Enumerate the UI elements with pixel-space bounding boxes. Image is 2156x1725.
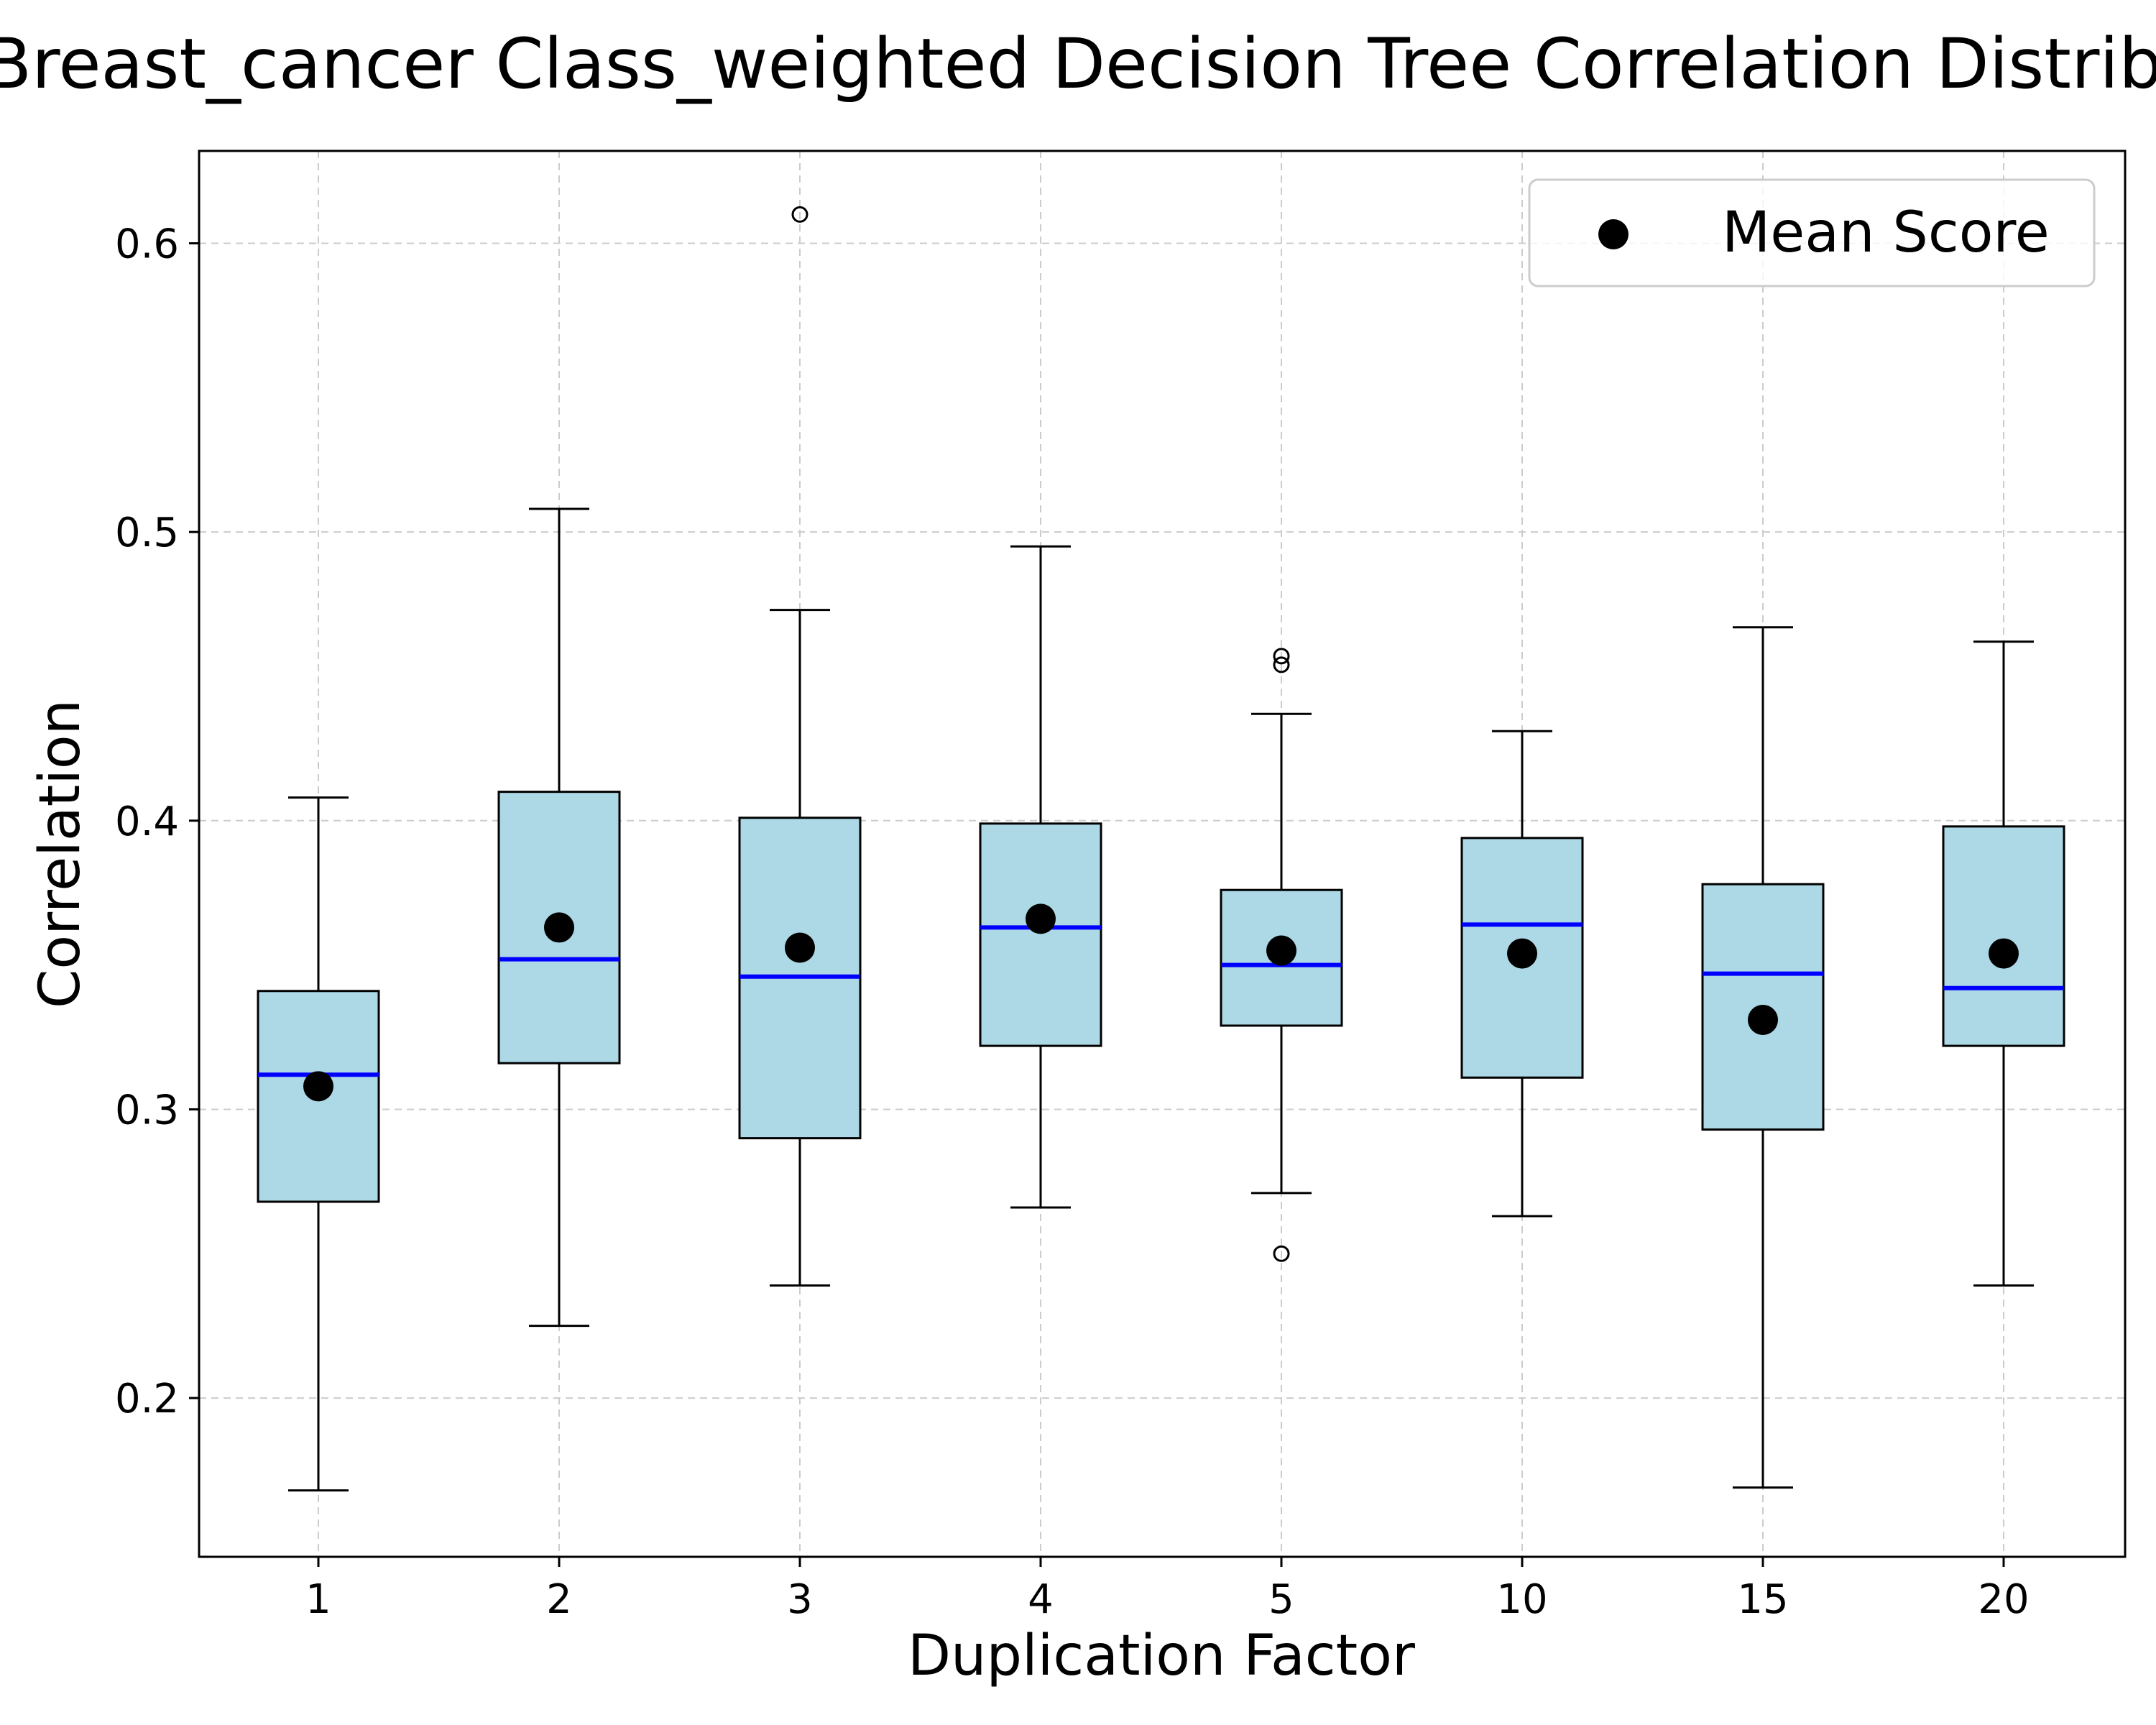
legend-entry-mean-score: Mean Score: [1722, 201, 2050, 265]
mean-point: [1507, 938, 1537, 969]
x-tick-label: 5: [1268, 1576, 1294, 1623]
box-15: [1701, 626, 1825, 1489]
y-tick-label: 0.5: [115, 510, 179, 556]
x-tick-label: 4: [1028, 1576, 1054, 1623]
iqr-box: [1942, 825, 2065, 1047]
box-10: [1460, 730, 1584, 1218]
y-tick-label: 0.2: [115, 1376, 179, 1422]
x-tick-label: 3: [787, 1576, 813, 1623]
legend-frame: [1528, 178, 2096, 288]
iqr-box: [979, 822, 1102, 1047]
mean-point: [785, 932, 815, 963]
box-series: [257, 206, 2065, 1492]
outlier-point: [1273, 648, 1290, 665]
outlier-point: [1273, 656, 1290, 673]
box-4: [979, 545, 1102, 1209]
y-axis-label: Correlation: [28, 699, 93, 1008]
y-tick-label: 0.6: [115, 221, 179, 268]
box-20: [1942, 640, 2065, 1287]
x-tick-label: 1: [305, 1576, 331, 1623]
mean-point: [1026, 903, 1056, 934]
mean-point: [1748, 1004, 1778, 1035]
box-2: [497, 507, 621, 1328]
outlier-point: [791, 206, 808, 223]
x-tick-label: 2: [546, 1576, 572, 1623]
y-tick-label: 0.4: [115, 799, 179, 845]
mean-point: [544, 912, 574, 943]
box-1: [257, 796, 380, 1492]
x-tick-label: 20: [1978, 1576, 2029, 1623]
axis-ticks: 0.2 0.3 0.4 0.5 0.6 1 2 3 4 5 10 15 20: [115, 221, 2030, 1623]
x-tick-label: 15: [1737, 1576, 1788, 1623]
box-3: [738, 206, 862, 1287]
box-5: [1220, 648, 1343, 1262]
legend-mean-marker: [1598, 219, 1628, 249]
mean-point: [303, 1071, 333, 1102]
mean-point: [1266, 935, 1296, 966]
legend: Mean Score: [1528, 178, 2096, 288]
outlier-point: [1273, 1245, 1290, 1262]
x-axis-label: Duplication Factor: [908, 1624, 1416, 1688]
mean-point: [1989, 938, 2019, 969]
x-tick-label: 10: [1496, 1576, 1547, 1623]
y-tick-label: 0.3: [115, 1087, 179, 1133]
grid-lines: [199, 151, 2125, 1557]
plot-frame: [198, 150, 2127, 1558]
chart-title: Breast_cancer Class_weighted Decision Tr…: [0, 24, 2156, 104]
